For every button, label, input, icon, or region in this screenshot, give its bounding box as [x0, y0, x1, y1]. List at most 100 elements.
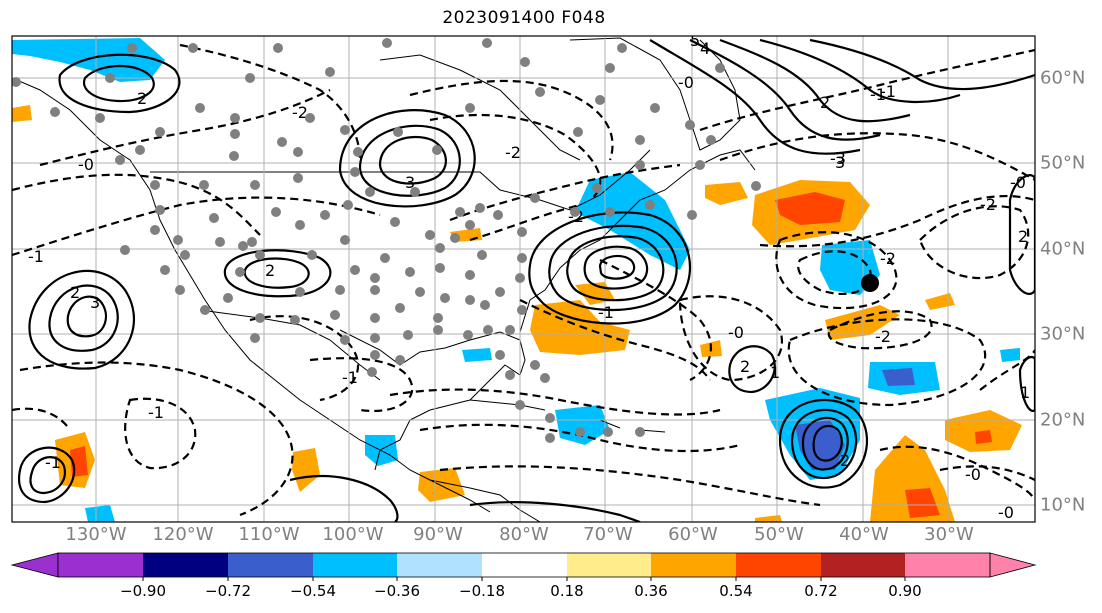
hudson-bay: [379, 54, 581, 161]
lat-label: 60°N: [1040, 67, 1086, 89]
colorbar-tick-label: −0.72: [205, 582, 251, 600]
dashed-contour: [699, 48, 1035, 132]
lon-label: 130°W: [65, 524, 127, 545]
solid-contour: [243, 257, 310, 289]
negative-shade-pacific: [85, 505, 115, 522]
lon-label: 80°W: [499, 524, 549, 545]
solid-contour: [649, 39, 861, 155]
dashed-contours: [12, 43, 1035, 517]
positive-shade-central-america: [418, 468, 465, 502]
dashed-contour: [469, 203, 581, 242]
contour-label: -2: [875, 327, 891, 346]
solid-contour: [566, 235, 665, 302]
dashed-contour: [179, 43, 362, 161]
contour-label: -2: [292, 103, 308, 122]
lon-label: 50°W: [754, 524, 804, 545]
colorbar-tick-label: 0.18: [550, 582, 584, 600]
colorbar-segment: [736, 553, 821, 577]
colorbar-segment: [482, 553, 567, 577]
dashed-contour: [918, 205, 1030, 280]
colorbar-segment: [313, 553, 397, 577]
lat-label: 30°N: [1040, 323, 1086, 345]
solid-contour: [809, 38, 1035, 91]
dashed-contour: [249, 315, 360, 402]
solid-contour: [28, 269, 135, 370]
contour-label: 3: [90, 293, 100, 312]
colorbar-segment: [228, 553, 313, 577]
dashed-contour: [309, 357, 414, 413]
colorbar-tick-label: −0.18: [459, 582, 505, 600]
lon-label: 110°W: [238, 524, 300, 545]
north-america-west-coast: [12, 77, 491, 513]
colorbar: [10, 552, 1037, 581]
dashed-contour: [979, 349, 1035, 391]
dashed-contour: [827, 310, 933, 350]
solid-contour: [801, 416, 849, 471]
dashed-contour: [12, 407, 71, 431]
lon-label: 90°W: [413, 524, 463, 545]
dashed-contour: [787, 318, 987, 407]
dashed-contour: [775, 231, 898, 310]
solid-contour: [583, 245, 649, 290]
canada-border: [150, 149, 651, 211]
dashed-contour: [419, 423, 741, 453]
negative-shade-gulf: [462, 348, 492, 362]
contour-label: 3: [405, 173, 415, 192]
dashed-contour: [449, 163, 681, 222]
lon-label: 30°W: [924, 524, 974, 545]
dashed-contour: [879, 445, 1035, 501]
positive-shade-newfoundland: [705, 182, 748, 205]
contour-label: -2: [980, 195, 996, 214]
solid-contour: [29, 456, 66, 495]
colorbar-tick-label: 0.36: [634, 582, 668, 600]
contour-label: -1: [45, 453, 61, 472]
contour-label: 2: [820, 93, 830, 112]
dashed-contour: [12, 173, 261, 236]
dashed-contour: [124, 397, 197, 470]
dashed-contour: [429, 113, 602, 201]
contour-label: 1: [770, 363, 780, 382]
station-dots: [12, 38, 761, 443]
solid-contour: [58, 53, 181, 114]
negative-shade-east-core: [882, 368, 915, 386]
colorbar-segment: [58, 553, 143, 577]
contour-label: -2: [880, 249, 896, 268]
contour-label: -1: [598, 303, 614, 322]
contour-label: 2: [740, 357, 750, 376]
solid-contour: [66, 295, 107, 338]
us-mexico-border: [199, 309, 381, 381]
dashed-contour: [39, 89, 331, 167]
solid-contour: [778, 398, 869, 489]
contour-label: -2: [505, 143, 521, 162]
contour-label: -0: [965, 465, 981, 484]
negative-shade-nw: [12, 38, 165, 82]
solid-contour: [48, 284, 119, 352]
colorbar-extend-low: [10, 552, 59, 578]
dashed-contour: [939, 465, 1035, 481]
contour-label: 2: [1018, 227, 1028, 246]
contour-label: -0: [998, 503, 1014, 522]
positive-shade-north-atlantic-core: [775, 192, 845, 225]
contour-label: 2: [840, 451, 850, 470]
solid-contour: [728, 345, 776, 394]
positive-shade-mexico-west: [292, 448, 320, 492]
negative-shade-caribbean: [555, 405, 610, 445]
negative-shade-east2: [1000, 348, 1020, 362]
colorbar-segment: [905, 553, 990, 577]
contour-label: 2: [137, 89, 147, 108]
positive-shade-south-edge: [755, 515, 782, 522]
positive-shade-east-atlantic-core: [975, 430, 992, 444]
dashed-contour: [678, 295, 783, 382]
colorbar-tick-label: 0.90: [888, 582, 922, 600]
greenland: [569, 37, 741, 151]
solid-contour: [18, 446, 76, 504]
lat-label: 20°N: [1040, 409, 1086, 431]
contour-label: -1: [342, 368, 358, 387]
contour-label: -1: [880, 82, 896, 101]
solid-contour: [528, 211, 692, 325]
dashed-contour: [519, 299, 711, 381]
lat-label: 40°N: [1040, 238, 1086, 260]
lon-label: 120°W: [152, 524, 214, 545]
contour-label: -1: [870, 85, 886, 104]
